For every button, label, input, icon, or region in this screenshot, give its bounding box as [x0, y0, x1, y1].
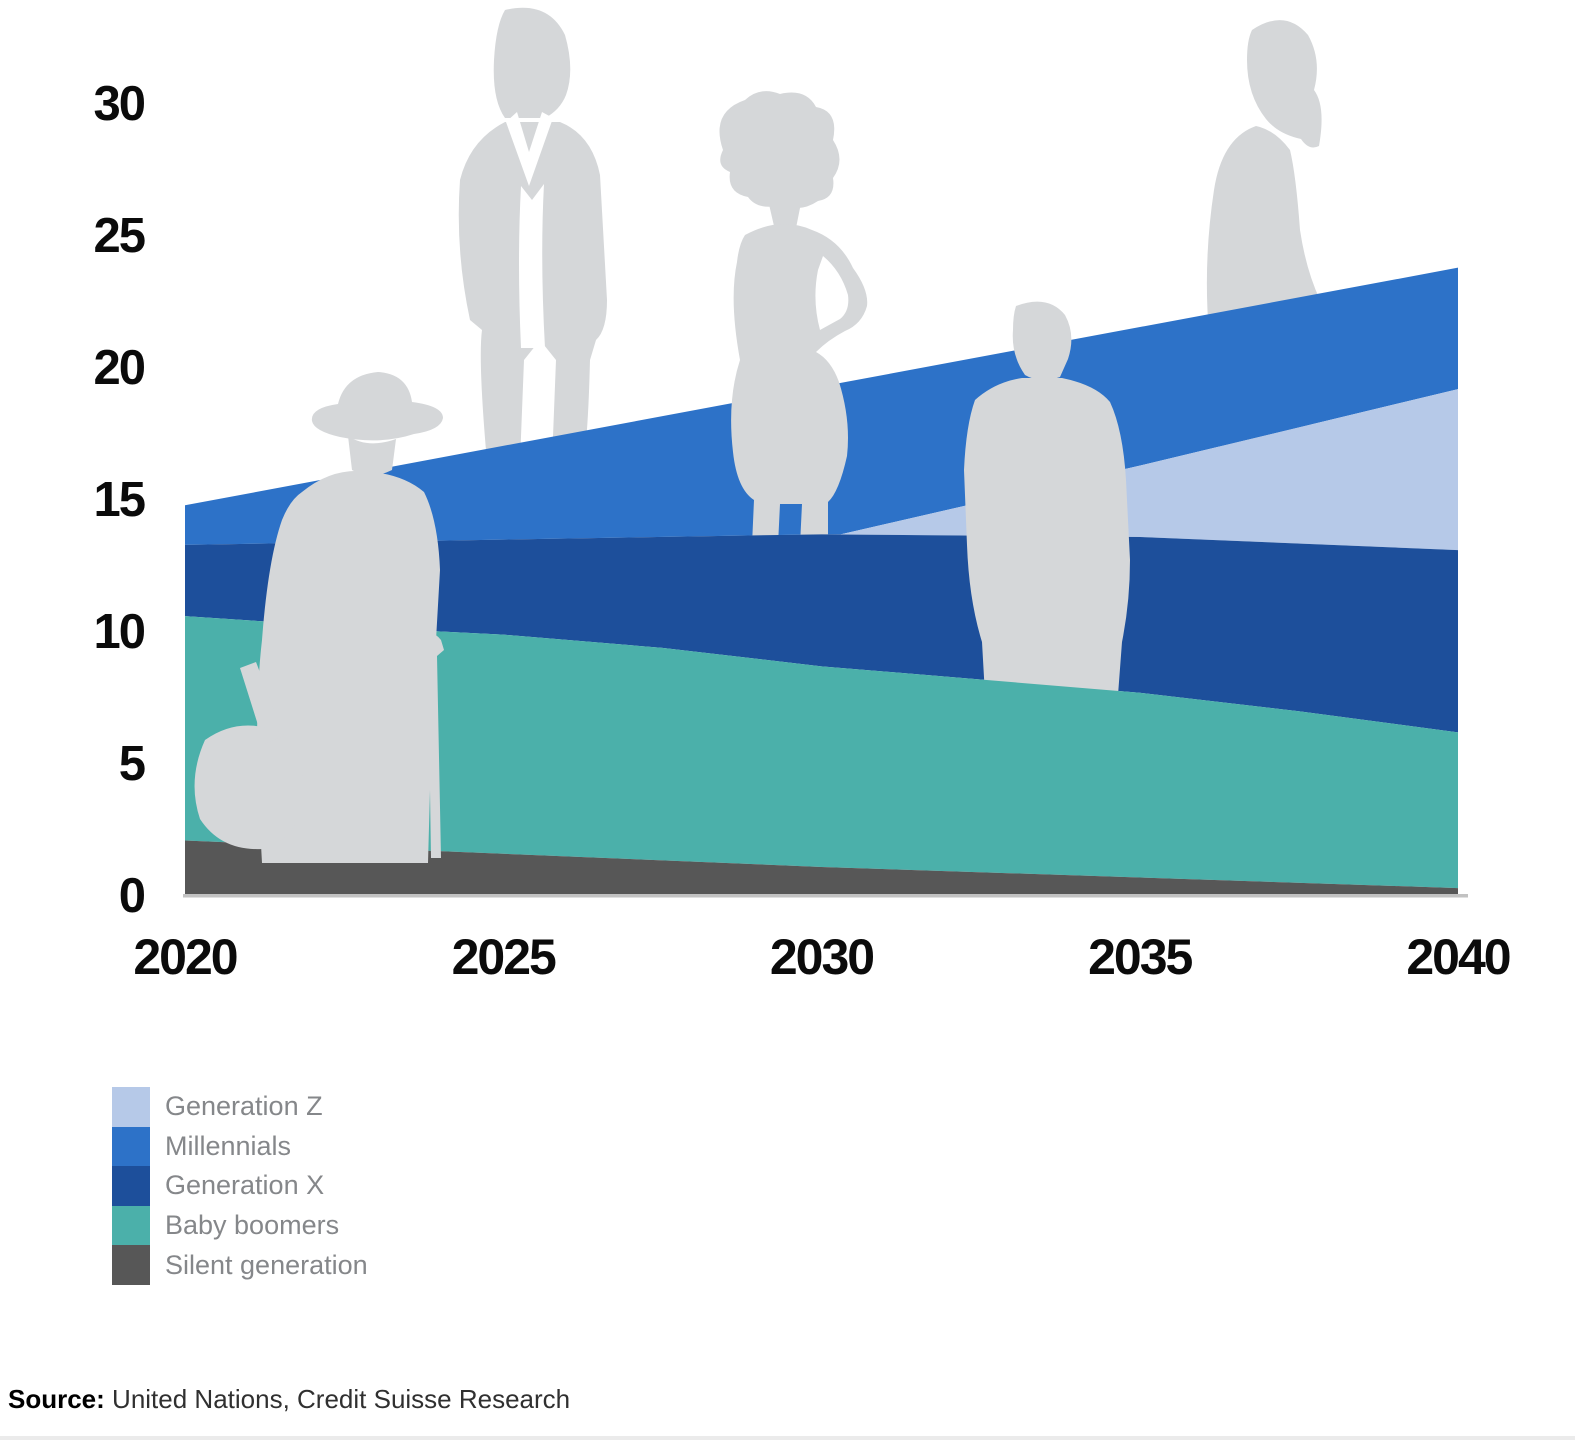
legend-swatch [112, 1087, 150, 1127]
y-tick-label: 0 [118, 869, 146, 923]
legend-swatch [112, 1245, 150, 1285]
y-tick-label: 5 [118, 737, 146, 791]
silhouette-phone-person-head [1247, 20, 1322, 148]
y-tick-label: 25 [93, 209, 146, 263]
silhouette-woman-bob-head [493, 7, 571, 118]
legend-label: Millennials [165, 1130, 292, 1161]
silhouette-curly-woman-head [719, 91, 840, 228]
legend-label: Generation Z [165, 1091, 323, 1122]
area-band-generation-x [185, 534, 1458, 733]
source-label: Source: [8, 1384, 105, 1414]
legend-label: Baby boomers [165, 1210, 340, 1241]
bottom-edge-strip [0, 1436, 1575, 1440]
x-tick-label: 2040 [1406, 929, 1511, 985]
legend-swatch [112, 1205, 150, 1246]
silhouette-elderly-woman-bag [194, 662, 304, 850]
silhouette-elderly-woman-head [348, 436, 396, 476]
chart-legend: Generation Z Millennials Generation X Baby … [112, 1087, 368, 1285]
source-text: United Nations, Credit Suisse Research [104, 1384, 571, 1414]
legend-label: Generation X [165, 1170, 325, 1201]
legend-item: Millennials [112, 1126, 368, 1167]
silhouette-woman-bob-cardigan-gap [519, 184, 545, 348]
silhouette-elderly-woman-hat [311, 372, 443, 441]
legend-item: Baby boomers [112, 1205, 368, 1246]
legend-label: Silent generation [165, 1249, 368, 1280]
y-tick-label: 20 [93, 341, 146, 395]
area-band-baby-boomers [185, 616, 1458, 889]
x-tick-label: 2020 [133, 929, 238, 985]
y-tick-label: 30 [93, 77, 146, 131]
x-tick-label: 2035 [1088, 929, 1193, 985]
silhouette-older-man-body [964, 378, 1130, 695]
silhouette-elderly-woman-coat [257, 470, 440, 863]
silhouette-older-man-head [1012, 301, 1072, 381]
area-band-generation-z [185, 389, 1458, 551]
legend-swatch [112, 1166, 150, 1206]
y-tick-label: 15 [93, 473, 146, 527]
silhouette-woman-bob-vneck [506, 112, 553, 186]
source-line: Source: United Nations, Credit Suisse Re… [8, 1384, 570, 1415]
x-tick-label: 2025 [451, 929, 557, 985]
area-band-silent-generation [185, 840, 1458, 896]
legend-swatch [112, 1126, 150, 1167]
silhouette-curly-woman-body [731, 224, 868, 545]
legend-item: Generation Z [112, 1087, 368, 1127]
x-axis-line [183, 894, 1468, 898]
x-tick-label: 2030 [769, 929, 875, 985]
y-tick-label: 10 [93, 605, 146, 659]
legend-item: Generation X [112, 1166, 368, 1206]
legend-item: Silent generation [112, 1245, 368, 1285]
silhouette-elderly-woman-cane [416, 632, 444, 858]
